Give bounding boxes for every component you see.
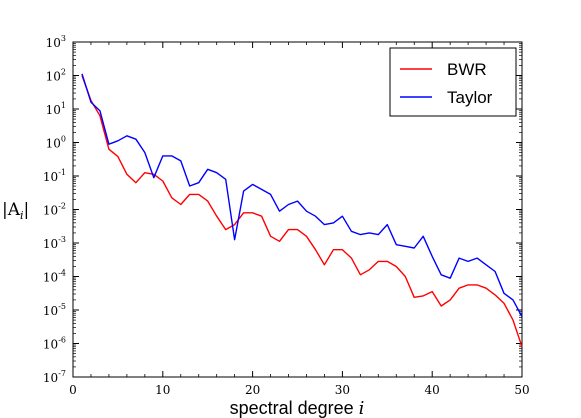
y-tick-label: 10-3 (43, 235, 66, 251)
x-axis-label-text: spectral degree (230, 398, 359, 418)
y-tick-label-exponent: 3 (61, 34, 66, 43)
y-tick-label: 10-4 (43, 269, 66, 285)
y-axis-label-close: | (24, 200, 30, 220)
y-tick-label-base: 10 (43, 204, 58, 218)
y-tick-label-base: 10 (43, 304, 58, 318)
y-tick-label: 101 (46, 101, 66, 117)
y-tick-label: 103 (46, 34, 66, 50)
y-axis-label: |Ai| (2, 200, 29, 222)
x-tick-label: 30 (335, 383, 350, 397)
y-tick-label: 102 (46, 68, 66, 84)
y-tick-label-base: 10 (46, 36, 61, 50)
y-tick-label-exponent: -6 (58, 336, 66, 345)
y-tick-label-base: 10 (43, 338, 58, 352)
x-tick-label: 0 (69, 383, 77, 397)
x-axis-label: spectral degree i (230, 398, 365, 418)
y-tick-label-base: 10 (46, 70, 61, 84)
y-tick-label-exponent: -3 (58, 235, 66, 244)
y-tick-label: 10-6 (43, 336, 66, 352)
legend-box (389, 47, 517, 117)
x-tick-label: 10 (155, 383, 170, 397)
y-tick-label: 10-7 (43, 369, 66, 385)
y-tick-label: 10-1 (43, 168, 66, 184)
x-tick-label: 50 (514, 383, 529, 397)
x-axis-label-variable: i (359, 398, 365, 418)
y-tick-label-exponent: -4 (58, 269, 66, 278)
y-tick-label-base: 10 (46, 103, 61, 117)
y-tick-label-base: 10 (43, 371, 58, 385)
y-tick-label-exponent: 1 (61, 101, 66, 110)
legend-label-taylor: Taylor (447, 88, 493, 107)
axis-ticks (72, 41, 523, 378)
tick-labels: 0 10 20 30 40 5010-710-610-510-410-310-210-11… (43, 34, 530, 397)
legend: BWR Taylor (389, 47, 517, 117)
y-tick-label-exponent: -1 (58, 168, 66, 177)
series-lines (81, 73, 523, 348)
y-tick-label-base: 10 (43, 170, 58, 184)
y-tick-label-exponent: -7 (58, 369, 66, 378)
y-tick-label-exponent: 0 (61, 135, 66, 144)
x-tick-label: 20 (245, 383, 260, 397)
y-tick-label-exponent: -2 (58, 202, 66, 211)
series-line-taylor (81, 73, 523, 318)
y-tick-label-base: 10 (43, 271, 58, 285)
legend-label-bwr: BWR (447, 60, 487, 79)
y-tick-label-exponent: 2 (61, 68, 66, 77)
y-tick-label-exponent: -5 (58, 302, 66, 311)
y-tick-label: 100 (46, 135, 66, 151)
y-tick-label-base: 10 (46, 137, 61, 151)
y-axis-label-subscript: i (20, 209, 24, 222)
y-axis-label-open: |A (2, 200, 21, 220)
y-tick-label: 10-2 (43, 202, 66, 218)
y-tick-label: 10-5 (43, 302, 66, 318)
x-tick-label: 40 (425, 383, 440, 397)
y-tick-label-base: 10 (43, 237, 58, 251)
